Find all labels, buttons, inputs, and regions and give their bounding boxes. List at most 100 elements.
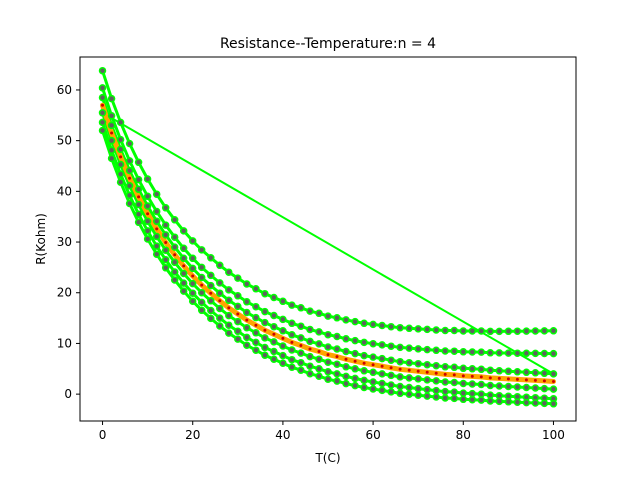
curve-4-point	[161, 246, 170, 254]
curve-3-point	[378, 354, 386, 363]
curve-6-point	[125, 199, 134, 208]
curve-4-point	[423, 376, 431, 384]
central-curve-point	[442, 371, 448, 377]
curve-5-point	[459, 389, 468, 397]
curve-3-point	[351, 349, 359, 358]
curve-3-point	[225, 296, 233, 305]
curve-6-point	[188, 297, 197, 305]
central-curve-point	[352, 358, 358, 364]
central-curve-point	[118, 154, 124, 160]
curve-5-point	[288, 355, 296, 364]
central-curve-point	[379, 363, 385, 369]
curve-6-point	[143, 235, 152, 243]
curve-5-point	[125, 191, 134, 200]
curve-1-point	[540, 327, 549, 335]
y-tick-label: 10	[57, 336, 72, 350]
curve-1-point	[306, 307, 314, 315]
curve-2-point	[270, 311, 278, 320]
curve-2-point	[297, 322, 305, 330]
curve-1-point	[143, 175, 152, 183]
central-curve-point	[370, 362, 376, 368]
curve-6-point	[161, 264, 170, 272]
curve-3-point	[504, 367, 513, 376]
curve-6-point	[495, 397, 504, 406]
curve-4-point	[531, 384, 540, 392]
curve-1-point	[504, 327, 513, 336]
curve-6-point	[270, 355, 278, 363]
curve-1-point	[441, 326, 449, 335]
curve-3-point	[306, 337, 314, 346]
curve-4-point	[270, 338, 278, 346]
central-curve-point	[541, 378, 547, 384]
curve-4-point	[243, 323, 251, 332]
curve-4-point	[369, 368, 377, 377]
curve-5-point	[116, 170, 125, 178]
curve-2-point	[486, 349, 495, 357]
curve-4-point	[459, 379, 468, 388]
curve-6-point	[252, 346, 260, 354]
curve-4-point	[468, 380, 477, 388]
curve-2-point	[441, 347, 449, 355]
curve-1-point	[342, 316, 350, 324]
curve-1-point	[378, 321, 386, 330]
curve-5-point	[179, 279, 188, 287]
curve-2-point	[378, 341, 386, 349]
curve-5-point	[161, 256, 170, 264]
curve-5-point	[360, 376, 368, 385]
curve-6-point	[324, 375, 332, 383]
curve-5-point	[315, 365, 323, 373]
curve-5-point	[423, 385, 431, 394]
curve-4-point	[125, 182, 134, 190]
central-curve-point	[163, 240, 169, 245]
central-curve-point	[496, 375, 502, 381]
curve-1-point	[252, 285, 260, 293]
curve-1-point	[531, 327, 540, 335]
curve-3-point	[270, 322, 278, 331]
central-curve-point	[235, 311, 241, 317]
curve-4-point	[486, 381, 495, 390]
curve-4-point	[315, 355, 323, 363]
central-curve-point	[388, 365, 394, 371]
curve-4-point	[360, 367, 368, 375]
central-curve-point	[343, 356, 349, 362]
curve-6-point	[342, 379, 350, 388]
curve-2-point	[252, 302, 260, 311]
central-curve-point	[532, 377, 538, 383]
curve-4-point	[179, 269, 188, 278]
curve-2-point	[225, 286, 233, 294]
y-tick-label: 20	[57, 286, 72, 300]
curve-2-point	[405, 344, 413, 352]
curve-5-point	[152, 242, 161, 250]
curve-4-point	[549, 385, 558, 393]
curve-2-point	[522, 349, 531, 358]
curve-4-point	[396, 373, 404, 381]
curve-2-point	[188, 254, 197, 263]
curve-3-point	[315, 340, 323, 348]
curve-6-point	[297, 366, 305, 374]
curve-5-point	[234, 327, 242, 336]
curve-4-point	[207, 297, 215, 305]
curve-4-point	[324, 358, 332, 366]
curve-5-point	[396, 382, 404, 391]
curve-4-point	[450, 378, 459, 387]
curve-2-point	[134, 175, 143, 184]
central-curve-point	[551, 379, 556, 384]
curve-3-point	[369, 353, 377, 361]
curve-4-point	[116, 160, 125, 169]
curve-2-point	[495, 349, 504, 357]
curve-2-point	[161, 221, 170, 229]
curve-2-point	[107, 112, 116, 120]
curve-2-point	[243, 298, 251, 306]
curve-6-point	[170, 276, 179, 284]
curve-1-point	[279, 297, 287, 306]
curve-6-point	[225, 329, 233, 337]
curve-2-point	[450, 347, 459, 355]
curve-2-point	[369, 339, 377, 348]
curve-6-point	[405, 390, 413, 398]
central-curve-point	[190, 273, 196, 279]
curve-5-point	[98, 118, 107, 127]
central-curve-point	[181, 263, 187, 269]
chart-title: Resistance--Temperature:n = 4	[220, 36, 436, 52]
curve-5-point	[306, 362, 314, 370]
central-curve-point	[217, 298, 223, 304]
